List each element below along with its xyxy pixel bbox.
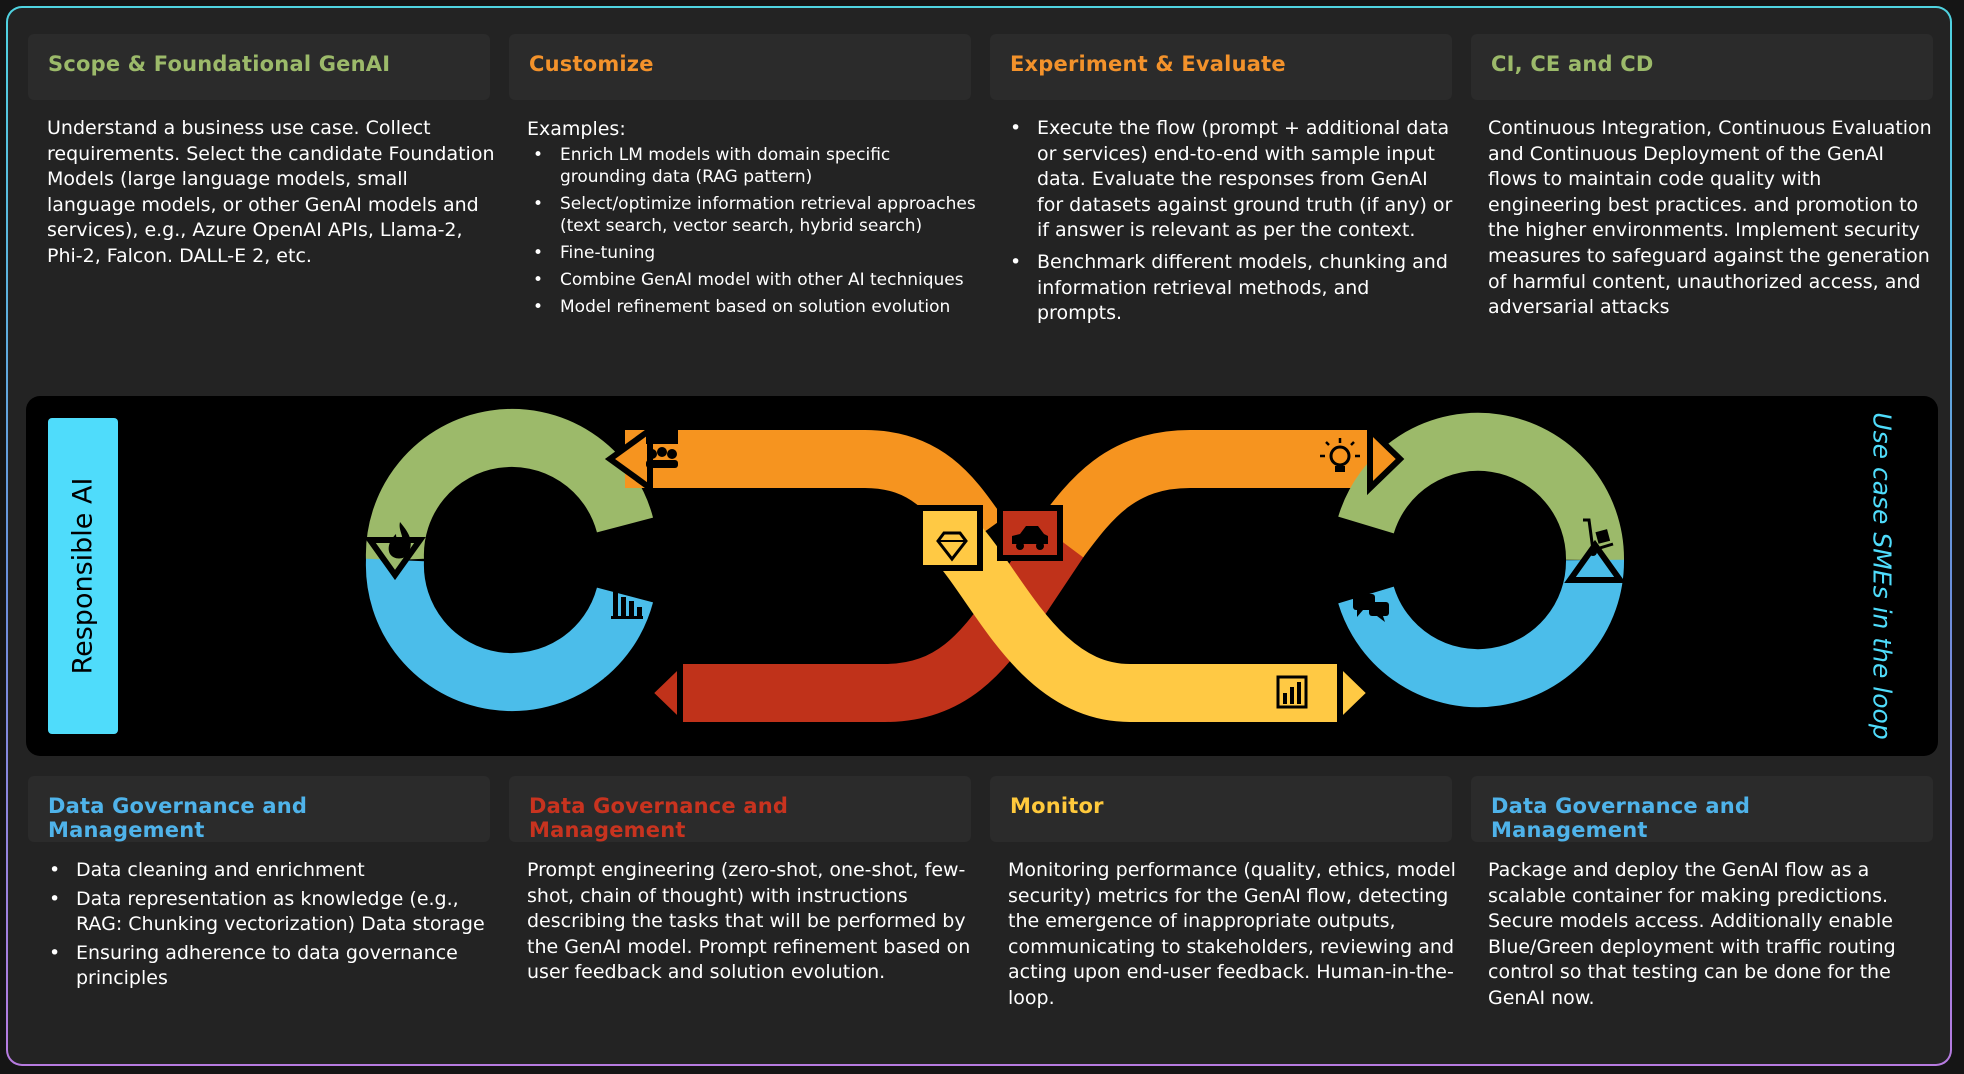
scope-title: Scope & Foundational GenAI xyxy=(28,34,490,100)
list-item: Fine-tuning xyxy=(531,242,979,264)
list-item: Select/optimize information retrieval ap… xyxy=(531,193,979,237)
experiment-title: Experiment & Evaluate xyxy=(990,34,1452,100)
smes-label: Use case SMEs in the loop xyxy=(1867,412,1897,740)
responsible-ai-label: Responsible AI xyxy=(67,477,99,675)
experiment-list: Execute the flow (prompt + additional da… xyxy=(1008,116,1456,327)
list-item: Data representation as knowledge (e.g., … xyxy=(47,887,499,938)
customize-body: Examples: Enrich LM models with domain s… xyxy=(527,118,979,323)
monitor-title: Monitor xyxy=(990,776,1452,842)
data-governance-title-2: Data Governance and Management xyxy=(509,776,971,842)
customize-title: Customize xyxy=(509,34,971,100)
cicd-text: Continuous Integration, Continuous Evalu… xyxy=(1488,117,1932,319)
prompt-engineering-text: Prompt engineering (zero-shot, one-shot,… xyxy=(527,859,971,984)
lifecycle-diagram-panel xyxy=(26,396,1938,756)
list-item: Model refinement based on solution evolu… xyxy=(531,296,979,318)
data-governance-body-1: Data cleaning and enrichment Data repres… xyxy=(47,858,499,995)
list-item: Combine GenAI model with other AI techni… xyxy=(531,269,979,291)
experiment-body: Execute the flow (prompt + additional da… xyxy=(1008,116,1456,330)
data-governance-title-1: Data Governance and Management xyxy=(28,776,490,842)
responsible-ai-bar: Responsible AI xyxy=(48,418,118,734)
customize-list: Enrich LM models with domain specific gr… xyxy=(527,144,979,318)
list-item: Data cleaning and enrichment xyxy=(47,858,499,884)
scope-text: Understand a business use case. Collect … xyxy=(47,117,495,267)
customize-intro: Examples: xyxy=(527,118,626,140)
cicd-title: CI, CE and CD xyxy=(1471,34,1933,100)
list-item: Benchmark different models, chunking and… xyxy=(1008,250,1456,327)
data-governance-list: Data cleaning and enrichment Data repres… xyxy=(47,858,499,992)
deploy-text: Package and deploy the GenAI flow as a s… xyxy=(1488,859,1896,1009)
list-item: Execute the flow (prompt + additional da… xyxy=(1008,116,1456,244)
monitor-text: Monitoring performance (quality, ethics,… xyxy=(1008,859,1456,1009)
data-governance-title-3: Data Governance and Management xyxy=(1471,776,1933,842)
list-item: Enrich LM models with domain specific gr… xyxy=(531,144,979,188)
list-item: Ensuring adherence to data governance pr… xyxy=(47,941,499,992)
